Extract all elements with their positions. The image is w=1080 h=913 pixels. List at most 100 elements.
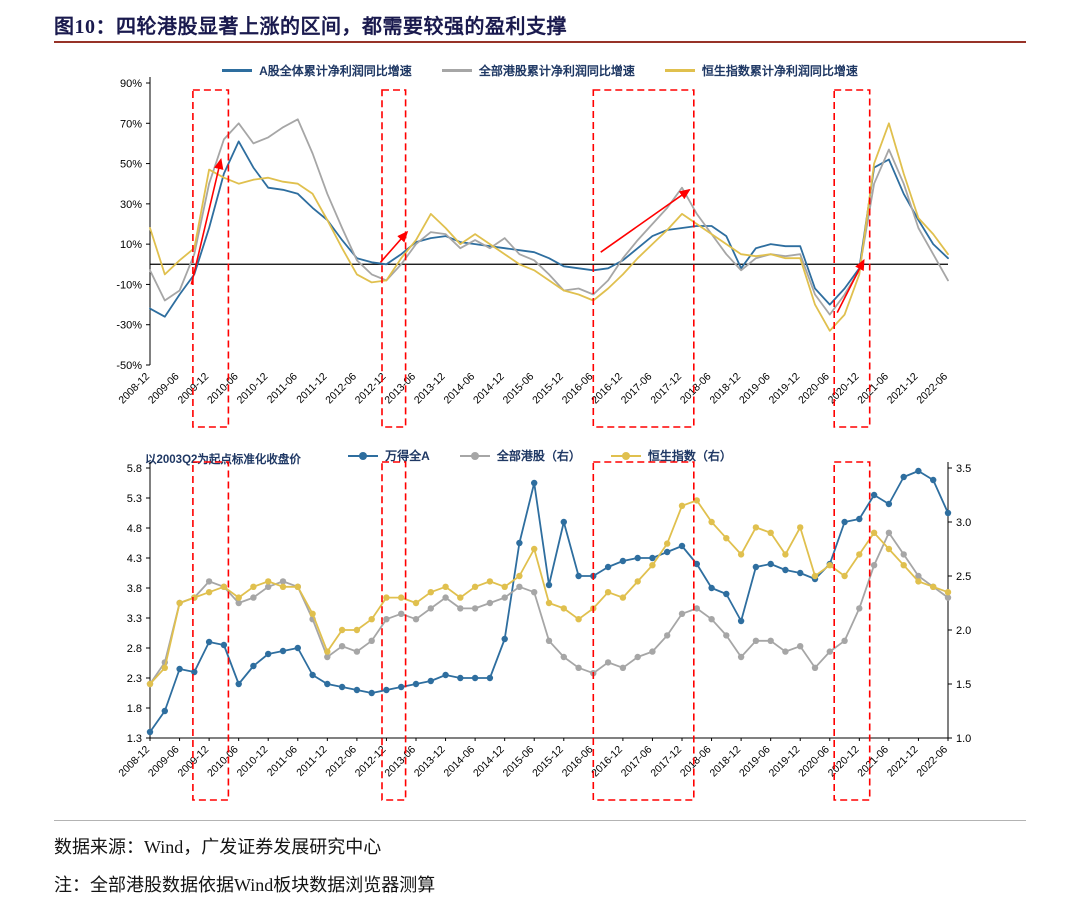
legend-label: A股全体累计净利润同比增速 [259, 64, 412, 78]
svg-text:2020-06: 2020-06 [796, 744, 832, 780]
svg-text:2014-06: 2014-06 [441, 371, 477, 407]
legend-item: 恒生指数（右） [610, 447, 732, 464]
svg-text:2016-06: 2016-06 [560, 371, 596, 407]
title-divider [54, 41, 1026, 43]
svg-text:2020-12: 2020-12 [826, 371, 862, 407]
footer-divider [54, 820, 1026, 821]
legend-item: 全部港股（右） [459, 447, 581, 464]
svg-text:4.8: 4.8 [127, 523, 142, 535]
svg-text:5.8: 5.8 [127, 463, 142, 475]
svg-text:2008-12: 2008-12 [116, 371, 152, 407]
line-dot-swatch-icon [348, 451, 379, 461]
svg-text:2018-12: 2018-12 [707, 371, 743, 407]
svg-text:2012-06: 2012-06 [323, 744, 359, 780]
svg-text:2010-12: 2010-12 [235, 371, 271, 407]
svg-text:2016-12: 2016-12 [589, 371, 625, 407]
svg-text:2.0: 2.0 [956, 625, 971, 637]
svg-text:1.3: 1.3 [127, 733, 142, 745]
svg-text:2011-06: 2011-06 [265, 744, 300, 779]
svg-text:90%: 90% [120, 78, 142, 90]
line-swatch-icon [222, 69, 253, 72]
svg-text:2022-06: 2022-06 [914, 744, 950, 780]
legend-label: 全部港股累计净利润同比增速 [478, 64, 635, 78]
svg-text:2014-12: 2014-12 [471, 744, 507, 780]
svg-text:2019-12: 2019-12 [767, 744, 803, 780]
svg-text:2018-06: 2018-06 [678, 744, 714, 780]
svg-text:30%: 30% [120, 199, 142, 211]
footnote: 注：全部港股数据依据Wind板块数据浏览器测算 [54, 875, 436, 895]
svg-text:3.0: 3.0 [956, 517, 971, 529]
svg-text:2019-06: 2019-06 [737, 371, 773, 407]
svg-text:2012-12: 2012-12 [353, 371, 389, 407]
svg-text:2010-06: 2010-06 [205, 744, 241, 780]
svg-text:2017-06: 2017-06 [619, 371, 655, 407]
svg-text:2018-06: 2018-06 [678, 371, 714, 407]
svg-text:3.8: 3.8 [127, 583, 142, 595]
svg-text:2012-12: 2012-12 [353, 744, 389, 780]
svg-text:2015-12: 2015-12 [530, 744, 566, 780]
line-swatch-icon [441, 69, 472, 72]
svg-text:2013-06: 2013-06 [382, 371, 418, 407]
svg-text:2017-12: 2017-12 [648, 371, 684, 407]
svg-text:1.0: 1.0 [956, 733, 971, 745]
svg-text:2014-12: 2014-12 [471, 371, 507, 407]
svg-text:2019-12: 2019-12 [767, 371, 803, 407]
svg-text:4.3: 4.3 [127, 553, 142, 565]
svg-text:2019-06: 2019-06 [737, 744, 773, 780]
svg-text:1.5: 1.5 [956, 679, 971, 691]
svg-text:2009-06: 2009-06 [146, 744, 182, 780]
legend-label: 万得全A [385, 449, 430, 463]
bottom-chart-legend: 万得全A 全部港股（右） 恒生指数（右） [0, 447, 1080, 464]
svg-text:2010-06: 2010-06 [205, 371, 241, 407]
svg-text:2014-06: 2014-06 [441, 744, 477, 780]
svg-text:2016-12: 2016-12 [589, 744, 625, 780]
svg-text:10%: 10% [120, 239, 142, 251]
svg-text:2010-12: 2010-12 [235, 744, 271, 780]
legend-item: 全部港股累计净利润同比增速 [441, 62, 635, 79]
svg-text:2009-06: 2009-06 [146, 371, 182, 407]
svg-text:2015-06: 2015-06 [501, 744, 537, 780]
svg-text:2017-06: 2017-06 [619, 744, 655, 780]
svg-text:2021-06: 2021-06 [855, 371, 891, 407]
svg-text:-30%: -30% [116, 320, 142, 332]
line-dot-swatch-icon [459, 451, 490, 461]
svg-text:2020-06: 2020-06 [796, 371, 832, 407]
legend-item: A股全体累计净利润同比增速 [222, 62, 412, 79]
legend-item: 恒生指数累计净利润同比增速 [664, 62, 858, 79]
svg-text:2011-12: 2011-12 [294, 744, 329, 779]
svg-text:1.8: 1.8 [127, 703, 142, 715]
svg-text:2.8: 2.8 [127, 643, 142, 655]
legend-label: 恒生指数（右） [647, 449, 732, 463]
svg-text:2013-12: 2013-12 [412, 744, 448, 780]
legend-label: 全部港股（右） [496, 449, 581, 463]
profit-growth-chart: 90% 70% 50% 30% 10% -10% -30% -50%2008-122009-0… [116, 77, 950, 428]
svg-text:2012-06: 2012-06 [323, 371, 359, 407]
svg-text:2011-12: 2011-12 [294, 371, 329, 406]
svg-text:50%: 50% [120, 159, 142, 171]
line-swatch-icon [664, 69, 695, 72]
normalization-note: 以2003Q2为起点标准化收盘价 [145, 454, 301, 466]
top-chart-legend: A股全体累计净利润同比增速 全部港股累计净利润同比增速 恒生指数累计净利润同比增… [0, 62, 1080, 79]
svg-text:3.3: 3.3 [127, 613, 142, 625]
svg-text:2021-06: 2021-06 [855, 744, 891, 780]
svg-text:2.3: 2.3 [127, 673, 142, 685]
svg-text:2.5: 2.5 [956, 571, 971, 583]
legend-item: 万得全A [348, 447, 430, 464]
svg-text:2021-12: 2021-12 [885, 744, 921, 780]
data-source: 数据来源：Wind，广发证券发展研究中心 [54, 837, 382, 857]
normalized-price-chart: 5.8 5.3 4.8 4.3 3.8 3.3 2.8 2.3 1.8 1.3 3.5 3.0 2.5 2… [116, 461, 971, 801]
svg-text:3.5: 3.5 [956, 463, 971, 475]
svg-text:5.3: 5.3 [127, 493, 142, 505]
svg-text:70%: 70% [120, 118, 142, 130]
svg-text:2022-06: 2022-06 [914, 371, 950, 407]
svg-text:-10%: -10% [116, 279, 142, 291]
svg-text:-50%: -50% [116, 360, 142, 372]
svg-text:2017-12: 2017-12 [648, 744, 684, 780]
line-dot-swatch-icon [610, 451, 641, 461]
svg-text:2008-12: 2008-12 [116, 744, 152, 780]
svg-text:2011-06: 2011-06 [265, 371, 300, 406]
figure-title: 图10：四轮港股显著上涨的区间，都需要较强的盈利支撑 [54, 16, 567, 38]
legend-label: 恒生指数累计净利润同比增速 [701, 64, 858, 78]
svg-text:2016-06: 2016-06 [560, 744, 596, 780]
